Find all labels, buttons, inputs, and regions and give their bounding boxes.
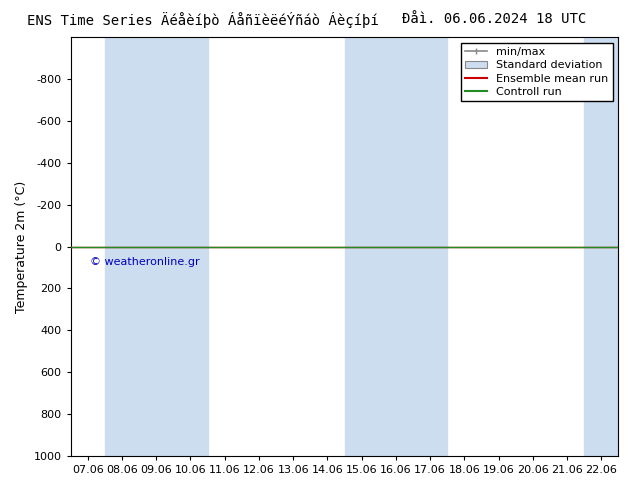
Text: Đåì. 06.06.2024 18 UTC: Đåì. 06.06.2024 18 UTC bbox=[403, 12, 586, 26]
Y-axis label: Temperature 2m (°C): Temperature 2m (°C) bbox=[15, 180, 28, 313]
Text: © weatheronline.gr: © weatheronline.gr bbox=[91, 257, 200, 267]
Bar bbox=[344, 37, 447, 456]
Bar bbox=[584, 37, 634, 456]
Text: ENS Time Series Äéåèíþò ÁåñïèëéÝñáò Áèçíþí: ENS Time Series Äéåèíþò ÁåñïèëéÝñáò Áèçí… bbox=[27, 12, 378, 28]
Legend: min/max, Standard deviation, Ensemble mean run, Controll run: min/max, Standard deviation, Ensemble me… bbox=[461, 43, 613, 101]
Bar bbox=[105, 37, 207, 456]
